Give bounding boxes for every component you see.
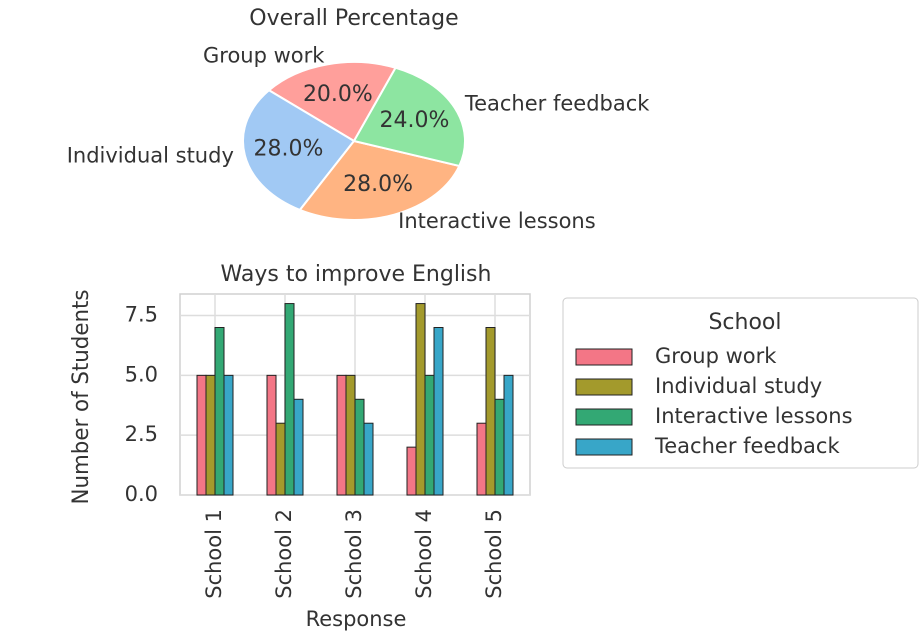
bar — [363, 422, 374, 496]
pie-slice — [352, 66, 466, 168]
slice-value-label: 20.0% — [303, 82, 373, 107]
y-tick-label: 0.0 — [125, 482, 158, 506]
bar — [503, 374, 514, 496]
pie-slice — [267, 61, 398, 143]
y-axis-label: Number of Students — [69, 290, 94, 505]
bar-title: Ways to improve English — [221, 262, 492, 287]
bar — [415, 303, 426, 496]
x-tick-label: School 1 — [202, 509, 226, 599]
bar — [284, 303, 295, 496]
pie-slice — [242, 88, 356, 212]
bar — [275, 422, 286, 496]
legend-label: Teacher feedback — [654, 434, 840, 458]
slice-label: Group work — [203, 44, 325, 68]
bar — [433, 327, 444, 496]
bar — [293, 398, 304, 496]
legend-swatch — [575, 378, 633, 396]
y-tick-label: 2.5 — [125, 422, 158, 446]
bar — [345, 374, 356, 496]
legend-swatch — [575, 348, 633, 366]
x-axis-label: Response — [306, 607, 407, 631]
legend-label: Individual study — [655, 374, 822, 398]
slice-value-label: 28.0% — [343, 172, 413, 197]
bar — [476, 422, 487, 496]
legend-label: Group work — [655, 344, 777, 368]
y-tick-label: 7.5 — [125, 303, 158, 327]
legend-box — [562, 297, 919, 469]
legend-label: Interactive lessons — [655, 404, 853, 428]
x-tick-label: School 2 — [272, 509, 296, 599]
slice-label: Individual study — [67, 144, 234, 168]
slice-label: Teacher feedback — [464, 92, 650, 116]
bar — [424, 374, 435, 496]
legend-title: School — [708, 310, 781, 335]
pie-slice — [298, 139, 461, 221]
bar — [223, 374, 234, 496]
slice-value-label: 28.0% — [254, 137, 324, 162]
bar — [336, 374, 347, 496]
slice-label: Interactive lessons — [398, 209, 596, 233]
bar — [266, 374, 277, 496]
bar — [354, 398, 365, 496]
legend-swatch — [575, 408, 633, 426]
y-tick-label: 5.0 — [125, 362, 158, 386]
bar — [214, 327, 225, 496]
bar — [406, 446, 417, 496]
x-tick-label: School 4 — [412, 509, 436, 599]
bar — [205, 374, 216, 496]
slice-value-label: 24.0% — [380, 108, 450, 133]
pie-title: Overall Percentage — [249, 6, 458, 31]
x-tick-label: School 3 — [342, 509, 366, 599]
bar — [485, 327, 496, 496]
bar — [196, 374, 207, 496]
legend-swatch — [575, 438, 633, 456]
x-tick-label: School 5 — [482, 509, 506, 599]
bar — [494, 398, 505, 496]
